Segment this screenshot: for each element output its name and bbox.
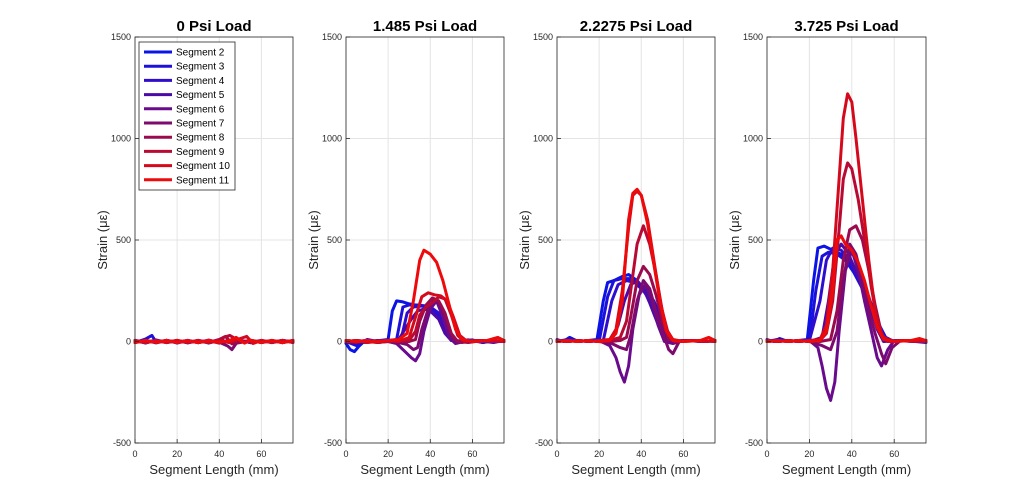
x-tick-label: 20	[804, 449, 814, 459]
x-tick-label: 40	[214, 449, 224, 459]
y-tick-label: 1500	[111, 32, 131, 42]
x-tick-label: 0	[764, 449, 769, 459]
series-line-segment-11	[555, 187, 717, 343]
legend-label: Segment 8	[176, 133, 225, 144]
legend-label: Segment 6	[176, 104, 225, 115]
y-tick-label: 0	[548, 337, 553, 347]
chart-title: 3.725 Psi Load	[794, 18, 898, 35]
legend-label: Segment 11	[176, 175, 230, 186]
y-tick-label: -500	[324, 438, 342, 448]
y-axis-label: Strain (με)	[727, 210, 742, 270]
y-tick-label: 0	[126, 337, 131, 347]
x-tick-label: 0	[554, 449, 559, 459]
series-line-segment-11	[344, 248, 506, 343]
x-tick-label: 60	[889, 449, 899, 459]
y-tick-label: 1500	[743, 32, 763, 42]
y-tick-label: 500	[327, 235, 342, 245]
y-axis-label: Strain (με)	[306, 210, 321, 270]
legend-label: Segment 4	[176, 76, 225, 87]
chart-title: 1.485 Psi Load	[373, 18, 477, 35]
x-tick-label: 20	[172, 449, 182, 459]
legend: Segment 2 Segment 3 Segment 4 Segment 5 Segm…	[138, 41, 236, 191]
x-tick-label: 40	[847, 449, 857, 459]
y-tick-label: -500	[745, 438, 763, 448]
y-tick-label: 500	[748, 235, 763, 245]
legend-label: Segment 2	[176, 48, 225, 59]
y-tick-label: 1000	[111, 134, 131, 144]
y-tick-label: 1000	[743, 134, 763, 144]
x-axis-label: Segment Length (mm)	[360, 462, 489, 477]
legend-label: Segment 9	[176, 147, 225, 158]
y-axis-label: Strain (με)	[95, 210, 110, 270]
series-line-segment-11	[133, 335, 295, 345]
legend-label: Segment 3	[176, 62, 225, 73]
series-line-segment-11	[765, 234, 928, 343]
x-tick-label: 0	[132, 449, 137, 459]
chart-title: 0 Psi Load	[176, 18, 251, 35]
x-tick-label: 20	[383, 449, 393, 459]
x-axis-label: Segment Length (mm)	[149, 462, 278, 477]
y-tick-label: -500	[535, 438, 553, 448]
y-tick-label: 1500	[322, 32, 342, 42]
x-axis-label: Segment Length (mm)	[782, 462, 911, 477]
y-tick-label: 0	[758, 337, 763, 347]
x-tick-label: 60	[678, 449, 688, 459]
x-tick-label: 60	[256, 449, 266, 459]
y-tick-label: 1000	[322, 134, 342, 144]
y-axis-label: Strain (με)	[517, 210, 532, 270]
legend-label: Segment 10	[176, 161, 230, 172]
y-tick-label: 500	[116, 235, 131, 245]
legend-label: Segment 5	[176, 90, 225, 101]
y-tick-label: 0	[337, 337, 342, 347]
x-tick-label: 20	[594, 449, 604, 459]
x-tick-label: 60	[467, 449, 477, 459]
y-tick-label: 1000	[533, 134, 553, 144]
y-tick-label: 500	[538, 235, 553, 245]
x-tick-label: 40	[636, 449, 646, 459]
x-tick-label: 40	[425, 449, 435, 459]
chart-title: 2.2275 Psi Load	[580, 18, 693, 35]
y-tick-label: 1500	[533, 32, 553, 42]
x-tick-label: 0	[343, 449, 348, 459]
y-tick-label: -500	[113, 438, 131, 448]
x-axis-label: Segment Length (mm)	[571, 462, 700, 477]
legend-label: Segment 7	[176, 119, 225, 130]
